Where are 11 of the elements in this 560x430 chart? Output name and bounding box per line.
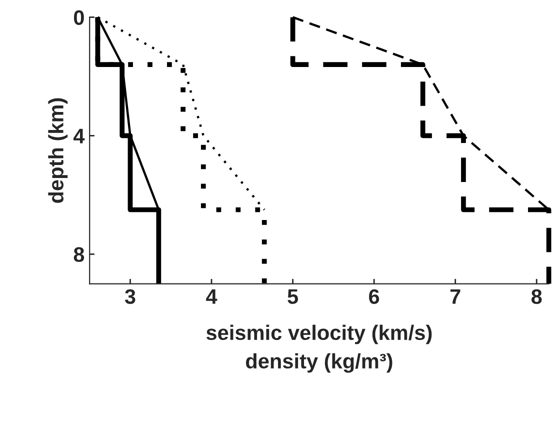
x-tick-label: 3 [124,289,136,304]
y-tick-label: 0 [74,10,84,25]
x-tick-label: 6 [369,289,380,304]
y-axis-title: depth (km) [48,98,68,203]
x-tick-label: 4 [206,289,218,304]
x-tick-label: 7 [450,289,460,304]
y-tick-label: 8 [74,247,84,262]
x-tick-label: 8 [531,289,542,304]
x-axis-title: seismic velocity (km/s) density (kg/m³) [206,324,432,373]
y-tick-label: 4 [73,128,85,144]
x-tick-label: 5 [288,289,298,304]
